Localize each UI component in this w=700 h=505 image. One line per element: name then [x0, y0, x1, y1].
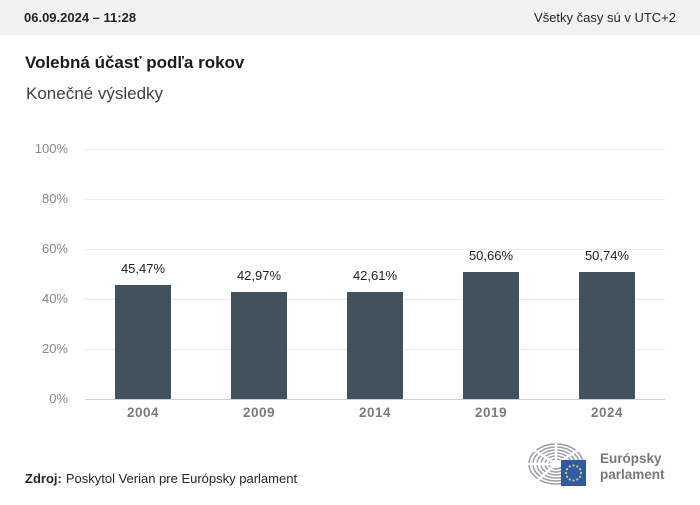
timezone-note: Všetky časy sú v UTC+2 — [534, 10, 676, 25]
bar-2019 — [463, 272, 519, 399]
top-bar: 06.09.2024 – 11:28 Všetky časy sú v UTC+… — [0, 0, 700, 35]
x-axis-baseline — [85, 399, 665, 400]
y-axis-tick-label: 80% — [41, 191, 68, 206]
x-axis-label: 2009 — [242, 405, 276, 420]
bar-value-label: 50,66% — [468, 248, 514, 264]
bar-2024 — [579, 272, 635, 399]
source-text: Poskytol Verian pre Európsky parlament — [65, 471, 298, 486]
turnout-bar-chart: 0% 20% 40% 60% 80% 100% 45,47% 2004 42,97% 2009 42… — [0, 135, 700, 435]
bar-value-label: 42,97% — [236, 267, 282, 283]
logo-wordmark: Európsky parlament — [600, 451, 665, 483]
bar-value-label: 50,74% — [584, 248, 630, 264]
page-title: Volebná účasť podľa rokov — [25, 53, 245, 72]
bar-2009 — [231, 291, 287, 399]
bar-2004 — [115, 285, 171, 399]
x-axis-label: 2004 — [126, 405, 160, 420]
x-axis-label: 2019 — [474, 405, 508, 420]
y-gridline — [85, 199, 665, 200]
x-axis-label: 2014 — [358, 405, 392, 420]
hemicycle-eu-flag-icon — [528, 442, 586, 486]
source-label: Zdroj: — [25, 471, 62, 486]
bar-value-label: 42,61% — [352, 268, 398, 284]
y-gridline — [85, 249, 665, 250]
bar-2014 — [347, 292, 403, 399]
y-axis-tick-label: 0% — [49, 391, 68, 406]
y-axis-tick-label: 40% — [41, 291, 68, 306]
bar-value-label: 45,47% — [120, 261, 166, 277]
y-gridline — [85, 149, 665, 150]
x-axis-label: 2024 — [590, 405, 624, 420]
european-parliament-logo: Európsky parlament — [528, 442, 665, 492]
y-axis-tick-label: 60% — [41, 241, 68, 256]
logo-wordmark-line2: parlament — [600, 467, 665, 482]
y-axis-tick-label: 20% — [41, 341, 68, 356]
report-datetime: 06.09.2024 – 11:28 — [24, 10, 137, 25]
y-axis-tick-label: 100% — [34, 141, 68, 156]
source-line: Zdroj: Poskytol Verian pre Európsky parla… — [25, 471, 297, 486]
logo-wordmark-line1: Európsky — [600, 451, 662, 466]
page-subtitle: Konečné výsledky — [26, 84, 164, 103]
